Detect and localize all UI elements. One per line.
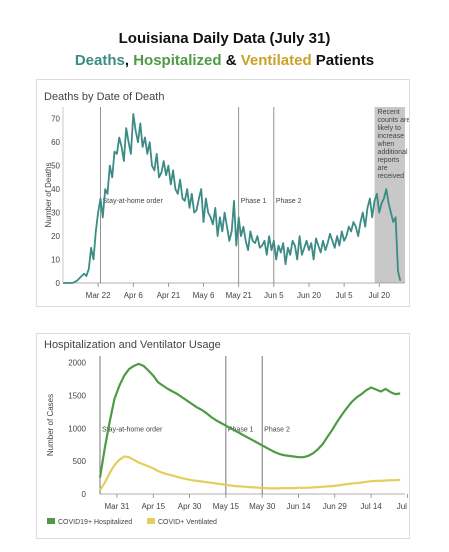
x-tick-label: May 30 [249,502,276,511]
y-tick-label: 60 [51,138,60,147]
subtitle-hospitalized: Hospitalized [133,52,222,69]
series-line-0 [98,362,401,478]
x-tick-label: Jul 20 [369,291,391,300]
recent-region-note-line: counts are [378,117,409,124]
y-tick-label: 10 [51,256,60,265]
x-tick-label: Jun 5 [264,291,284,300]
recent-region-note-line: additional [378,149,408,156]
x-tick-label: May 15 [213,502,240,511]
annotation-label: Stay-at-home order [102,198,163,205]
x-tick-label: Apr 6 [124,291,144,300]
y-tick-label: 1500 [68,391,86,400]
x-tick-label: Mar 22 [86,291,111,300]
hospital-chart-panel: Hospitalization and Ventilator Usage 0 50… [36,333,410,539]
hospital-chart-title: Hospitalization and Ventilator Usage [44,339,221,351]
y-tick-label: 70 [51,115,60,124]
y-tick-label: 1000 [68,424,86,433]
y-tick-label: 500 [73,457,87,466]
series-line-1 [99,455,401,491]
y-axis-label: Number of Deaths [44,163,53,228]
annotation-label: Phase 1 [241,198,267,205]
x-tick-label: Jun 14 [286,502,311,511]
y-tick-label: 0 [56,279,61,288]
recent-region-shade [374,107,405,283]
x-tick-label: Jun 20 [297,291,322,300]
recent-region-note-line: received [378,173,405,180]
subtitle: Deaths, Hospitalized & Ventilated Patien… [0,52,449,69]
annotation-label: Stay-at-home order [102,427,163,434]
recent-region-note-line: when [377,141,395,148]
y-tick-label: 50 [51,162,60,171]
x-tick-label: May 21 [226,291,253,300]
recent-region-note-line: reports [378,157,400,164]
subtitle-sep2: & [221,52,241,69]
legend-swatch [47,518,55,524]
x-tick-label: Apr 30 [178,502,202,511]
x-tick-label: Mar 31 [104,502,129,511]
subtitle-tail: Patients [311,52,375,69]
x-tick-label: Jul 29 [397,502,409,511]
deaths-series-line [63,113,402,284]
hospital-chart: 0 500 1000 1500 2000 Mar 31 Apr 15 Apr 30 May 15… [46,356,409,526]
x-tick-label: Jul 14 [360,502,382,511]
deaths-chart-title: Deaths by Date of Death [44,91,165,103]
x-tick-label: Jul 5 [336,291,353,300]
legend-label: COVID19+ Hospitalized [58,519,132,526]
y-axis-label: Number of Cases [46,394,55,456]
subtitle-deaths: Deaths [74,52,125,69]
y-tick-label: 20 [51,232,60,241]
annotation-label: Phase 2 [264,427,290,434]
x-tick-label: Apr 21 [157,291,181,300]
annotation-label: Phase 2 [276,198,302,205]
annotation-label: Phase 1 [228,427,254,434]
deaths-chart-panel: Deaths by Date of Death Recent counts are… [36,79,410,307]
recent-region-note-line: are [378,165,388,172]
legend-swatch [147,518,155,524]
x-tick-label: Apr 15 [141,502,165,511]
recent-region-note-line: Recent [378,109,400,116]
recent-region-note-line: likely to [378,125,401,132]
x-tick-label: May 6 [193,291,215,300]
subtitle-sep1: , [124,52,134,69]
y-tick-label: 30 [51,209,60,218]
subtitle-ventilated: Ventilated [240,52,312,69]
recent-region-note-line: increase [378,133,405,140]
legend-label: COVID+ Ventilated [158,519,217,526]
y-tick-label: 2000 [68,359,86,368]
y-tick-label: 0 [82,490,87,499]
y-tick-label: 40 [51,185,60,194]
x-tick-label: Jun 29 [323,502,348,511]
main-title: Louisiana Daily Data (July 31) [118,30,331,47]
